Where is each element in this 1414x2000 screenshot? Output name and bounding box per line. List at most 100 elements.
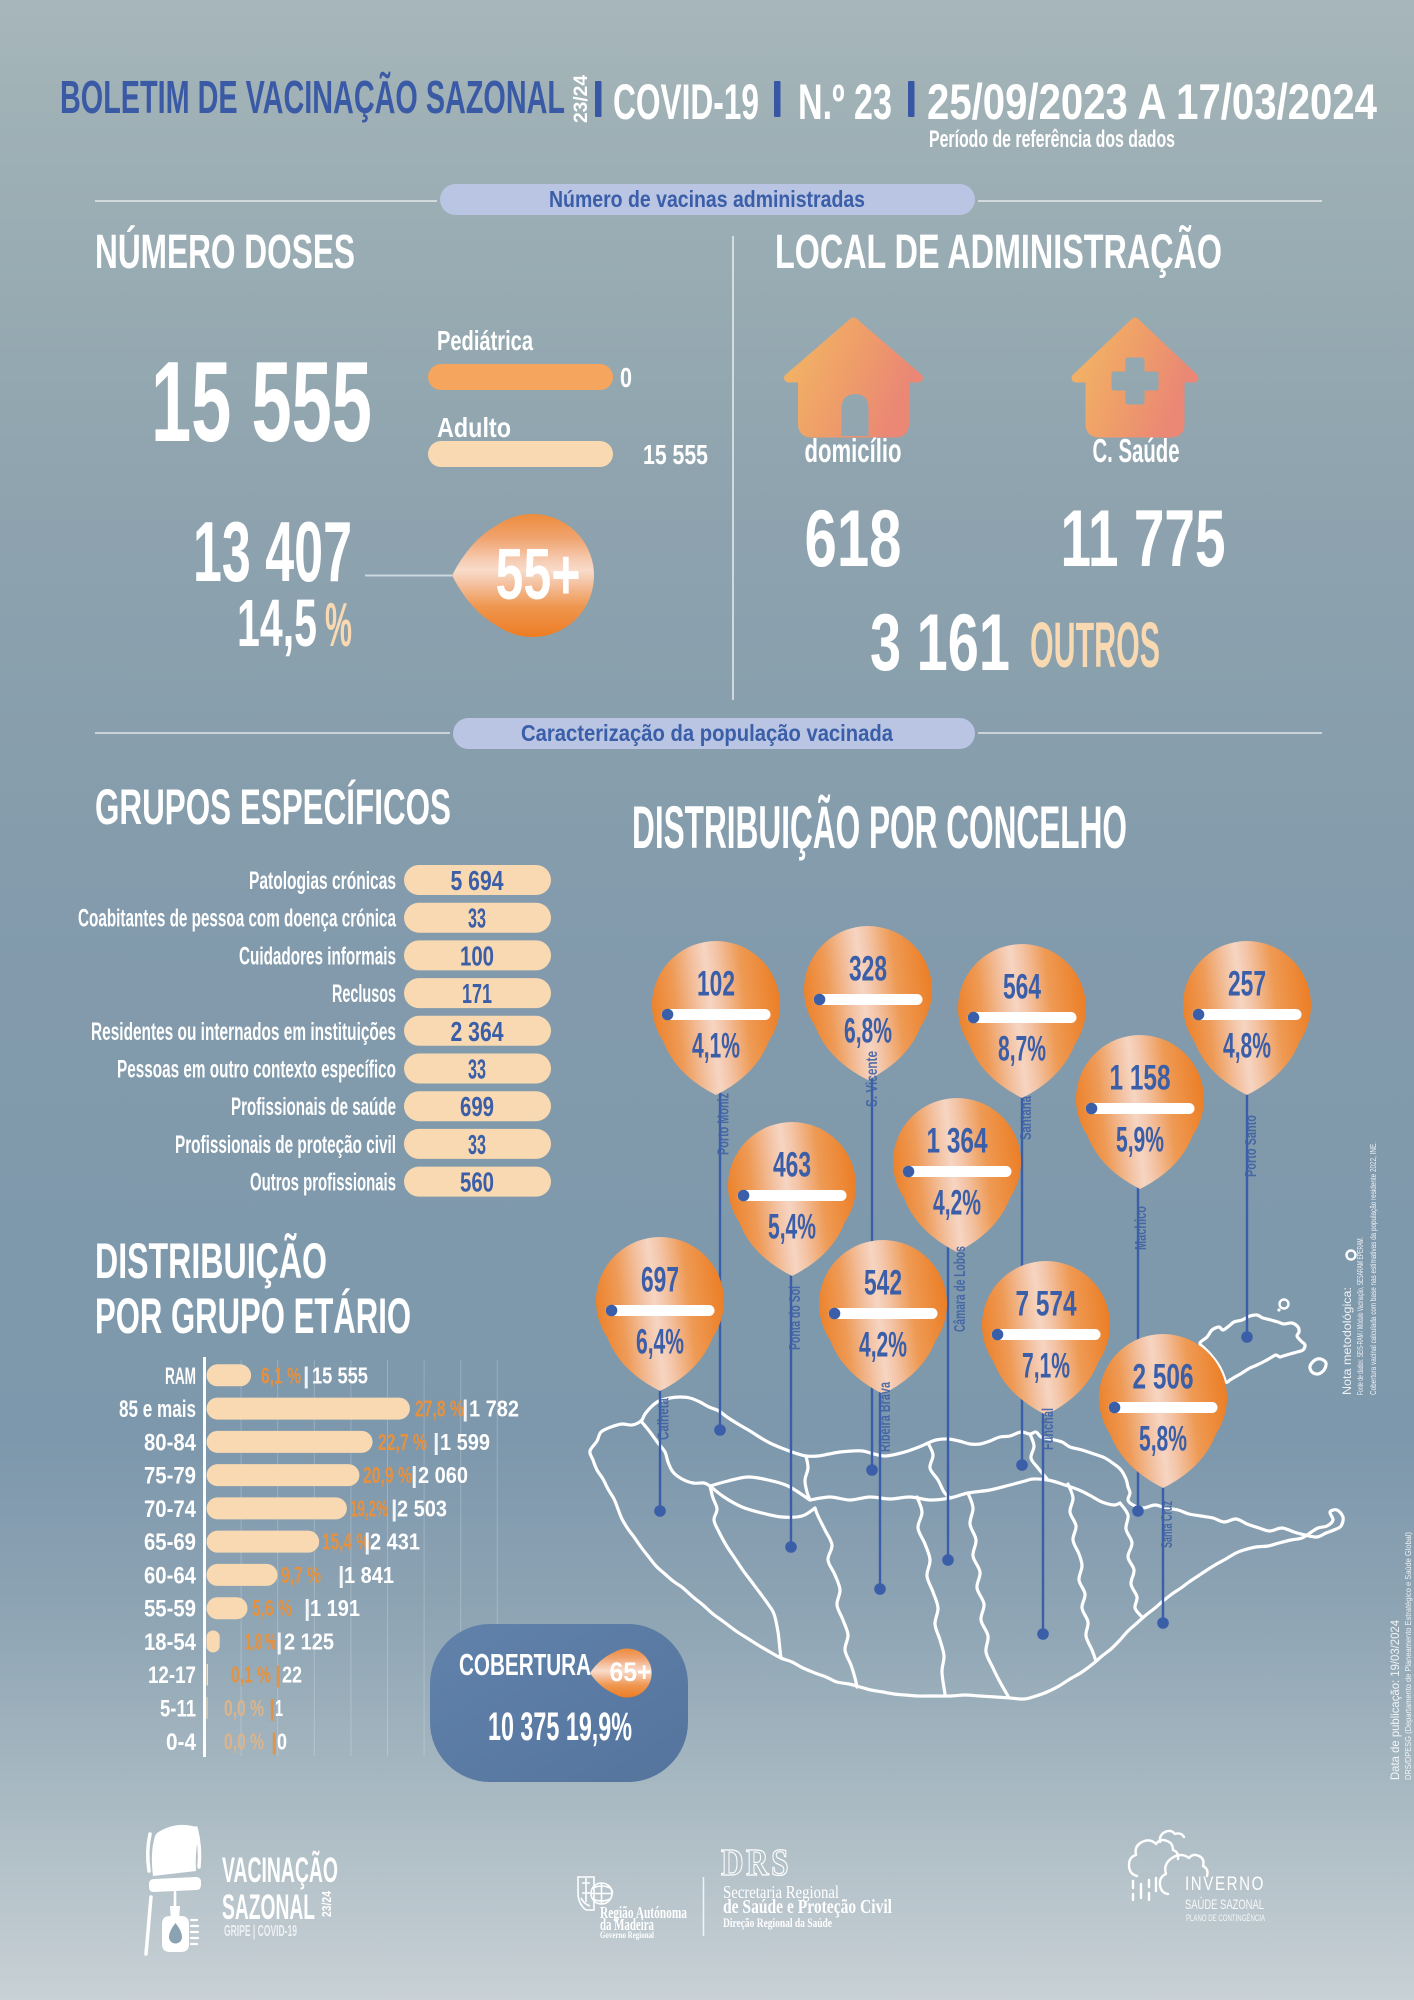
svg-text:70-74: 70-74 xyxy=(144,1496,197,1523)
svg-text:Governo Regional: Governo Regional xyxy=(600,1931,654,1941)
svg-text:5,8%: 5,8% xyxy=(1139,1420,1187,1459)
svg-text:Residentes ou internados em in: Residentes ou internados em instituições xyxy=(91,1018,396,1046)
svg-text:8,7%: 8,7% xyxy=(998,1030,1046,1069)
svg-text:DRS/DPESG (Departamento de Pla: DRS/DPESG (Departamento de Planeamento E… xyxy=(1403,1532,1413,1780)
svg-text:3 161: 3 161 xyxy=(870,598,1010,688)
svg-text:RAM: RAM xyxy=(165,1363,196,1390)
svg-text:697: 697 xyxy=(641,1261,679,1300)
svg-text:7,1%: 7,1% xyxy=(1022,1347,1070,1386)
svg-text:|: | xyxy=(364,1529,370,1555)
svg-text:5,9%: 5,9% xyxy=(1116,1121,1164,1160)
svg-text:Direção Regional da Saúde: Direção Regional da Saúde xyxy=(723,1915,832,1930)
svg-text:Nota metodológica:: Nota metodológica: xyxy=(1340,1287,1354,1395)
svg-text:0,0 %: 0,0 % xyxy=(224,1728,264,1754)
svg-text:25/09/2023 A 17/03/2024: 25/09/2023 A 17/03/2024 xyxy=(927,74,1377,130)
svg-text:2 503: 2 503 xyxy=(397,1495,447,1521)
svg-text:Porto Moniz: Porto Moniz xyxy=(716,1093,733,1155)
svg-text:18-54: 18-54 xyxy=(144,1629,197,1656)
svg-text:INVERNO: INVERNO xyxy=(1185,1874,1265,1895)
svg-text:Reclusos: Reclusos xyxy=(332,980,396,1008)
svg-text:14,5: 14,5 xyxy=(237,586,317,661)
svg-text:0,0 %: 0,0 % xyxy=(224,1695,264,1721)
svg-text:Porto Santo: Porto Santo xyxy=(1243,1115,1260,1177)
svg-text:80-84: 80-84 xyxy=(144,1429,197,1456)
svg-text:13 407: 13 407 xyxy=(193,505,352,600)
svg-text:22: 22 xyxy=(282,1662,302,1688)
svg-text:%: % xyxy=(325,591,352,660)
svg-text:Fonte de dados: SEIS-RAM / Mód: Fonte de dados: SEIS-RAM / Módulo Vacina… xyxy=(1355,1237,1365,1395)
svg-text:1 364: 1 364 xyxy=(927,1122,988,1161)
svg-text:Santa Cruz: Santa Cruz xyxy=(1159,1501,1176,1548)
svg-text:SAZONAL: SAZONAL xyxy=(222,1888,315,1927)
svg-text:23/24: 23/24 xyxy=(319,1890,334,1917)
svg-text:|: | xyxy=(462,1396,468,1422)
svg-text:0: 0 xyxy=(277,1728,287,1754)
svg-text:VACINAÇÃO: VACINAÇÃO xyxy=(222,1851,338,1890)
svg-text:328: 328 xyxy=(849,950,887,989)
svg-text:DISTRIBUIÇÃO: DISTRIBUIÇÃO xyxy=(95,1233,327,1289)
svg-text:Cobertura vacinal calculada co: Cobertura vacinal calculada com base nas… xyxy=(1368,1142,1378,1395)
svg-text:|: | xyxy=(391,1495,397,1521)
svg-text:257: 257 xyxy=(1228,965,1266,1004)
svg-text:Secretaria Regional: Secretaria Regional xyxy=(723,1882,839,1902)
svg-text:55-59: 55-59 xyxy=(144,1596,196,1623)
svg-text:7 574: 7 574 xyxy=(1016,1285,1077,1324)
svg-text:Adulto: Adulto xyxy=(437,412,511,443)
svg-text:Pediátrica: Pediátrica xyxy=(437,325,533,356)
svg-text:|: | xyxy=(271,1728,277,1754)
svg-text:0: 0 xyxy=(620,362,632,393)
svg-text:6,4%: 6,4% xyxy=(636,1323,684,1362)
svg-text:Machico: Machico xyxy=(1133,1206,1150,1250)
svg-text:PLANO DE CONTINGÊNCIA: PLANO DE CONTINGÊNCIA xyxy=(1186,1913,1265,1923)
svg-text:de Saúde e Proteção Civil: de Saúde e Proteção Civil xyxy=(723,1896,892,1918)
svg-text:DISTRIBUIÇÃO POR CONCELHO: DISTRIBUIÇÃO POR CONCELHO xyxy=(632,794,1127,861)
svg-text:GRUPOS ESPECÍFICOS: GRUPOS ESPECÍFICOS xyxy=(95,779,451,835)
svg-text:Calheta: Calheta xyxy=(656,1398,673,1440)
svg-text:POR GRUPO ETÁRIO: POR GRUPO ETÁRIO xyxy=(95,1288,411,1344)
svg-text:COVID-19: COVID-19 xyxy=(613,74,759,130)
svg-text:5,6 %: 5,6 % xyxy=(252,1595,292,1621)
svg-text:85 e mais: 85 e mais xyxy=(119,1396,196,1423)
svg-text:33: 33 xyxy=(468,903,486,934)
svg-text:15 555: 15 555 xyxy=(151,339,372,466)
svg-text:6,8%: 6,8% xyxy=(844,1012,892,1051)
svg-text:0-4: 0-4 xyxy=(166,1729,197,1756)
svg-text:15 555: 15 555 xyxy=(312,1362,368,1388)
svg-text:5,4%: 5,4% xyxy=(768,1208,816,1247)
svg-text:9,7 %: 9,7 % xyxy=(281,1562,321,1588)
svg-text:|: | xyxy=(269,1695,275,1721)
svg-text:60-64: 60-64 xyxy=(144,1562,197,1589)
svg-text:1 191: 1 191 xyxy=(310,1595,360,1621)
svg-text:DRS: DRS xyxy=(721,1842,791,1884)
svg-text:2 125: 2 125 xyxy=(284,1628,334,1654)
svg-text:4,8%: 4,8% xyxy=(1223,1027,1271,1066)
svg-text:75-79: 75-79 xyxy=(144,1463,196,1490)
svg-text:0,1 %: 0,1 % xyxy=(231,1662,271,1688)
svg-text:Câmara de Lobos: Câmara de Lobos xyxy=(952,1246,969,1332)
svg-text:Profissionais de proteção civi: Profissionais de proteção civil xyxy=(175,1131,396,1159)
svg-text:564: 564 xyxy=(1003,968,1041,1007)
svg-text:1 782: 1 782 xyxy=(469,1396,519,1422)
svg-text:1 841: 1 841 xyxy=(344,1562,394,1588)
svg-text:|: | xyxy=(276,1628,282,1654)
svg-text:6,1 %: 6,1 % xyxy=(261,1362,301,1388)
svg-text:65-69: 65-69 xyxy=(144,1529,196,1556)
svg-text:C. Saúde: C. Saúde xyxy=(1093,432,1180,469)
svg-text:NÚMERO DOSES: NÚMERO DOSES xyxy=(95,224,355,279)
svg-text:5 694: 5 694 xyxy=(451,865,504,896)
svg-text:OUTROS: OUTROS xyxy=(1030,609,1160,681)
svg-text:|: | xyxy=(303,1362,309,1388)
svg-text:SAÚDE SAZONAL: SAÚDE SAZONAL xyxy=(1185,1896,1264,1912)
svg-text:699: 699 xyxy=(460,1091,494,1122)
svg-text:55+: 55+ xyxy=(496,535,581,615)
svg-text:22,7 %: 22,7 % xyxy=(378,1429,427,1455)
svg-text:2 060: 2 060 xyxy=(418,1462,468,1488)
svg-text:1 158: 1 158 xyxy=(1110,1059,1171,1098)
svg-text:102: 102 xyxy=(697,965,735,1004)
svg-text:LOCAL DE ADMINISTRAÇÃO: LOCAL DE ADMINISTRAÇÃO xyxy=(775,224,1222,279)
svg-text:560: 560 xyxy=(460,1167,494,1198)
svg-text:Número de vacinas administrada: Número de vacinas administradas xyxy=(549,186,865,212)
svg-text:15 555: 15 555 xyxy=(643,439,708,470)
svg-text:|: | xyxy=(338,1562,344,1588)
svg-text:2 506: 2 506 xyxy=(1133,1358,1194,1397)
